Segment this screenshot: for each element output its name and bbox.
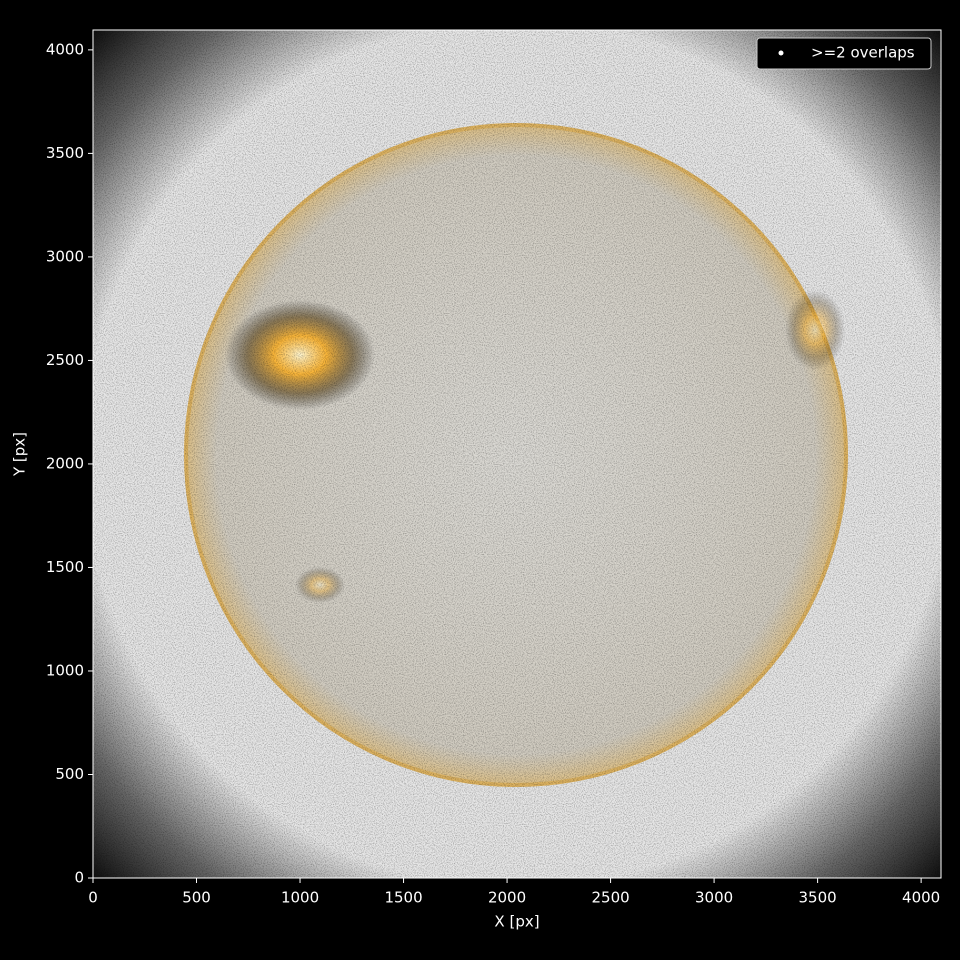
legend-box — [756, 37, 932, 70]
y-axis-label: Y [px] — [11, 432, 29, 477]
y-tick-label: 2500 — [46, 351, 84, 369]
x-tick-label: 3500 — [799, 889, 837, 907]
y-tick-label: 3500 — [46, 144, 84, 162]
x-tick-label: 2500 — [591, 889, 629, 907]
y-tick-label: 4000 — [46, 40, 84, 58]
x-tick-label: 0 — [88, 889, 98, 907]
x-tick-label: 1000 — [281, 889, 319, 907]
y-tick-label: 1500 — [46, 558, 84, 576]
x-tick-label: 4000 — [902, 889, 940, 907]
y-tick-label: 3000 — [46, 247, 84, 265]
legend: >=2 overlaps — [756, 37, 932, 70]
y-tick-label: 2000 — [46, 454, 84, 472]
y-tick-label: 1000 — [46, 661, 84, 679]
plot-image — [93, 30, 941, 878]
x-tick-label: 1500 — [384, 889, 422, 907]
plot-frame — [92, 29, 942, 879]
legend-marker — [778, 50, 784, 56]
x-axis-label: X [px] — [494, 913, 539, 931]
x-tick-label: 500 — [182, 889, 211, 907]
y-tick-label: 0 — [74, 869, 84, 887]
x-tick-label: 3000 — [695, 889, 733, 907]
y-tick-label: 500 — [55, 765, 84, 783]
x-tick-label: 2000 — [488, 889, 526, 907]
legend-label: >=2 overlaps — [811, 44, 915, 62]
